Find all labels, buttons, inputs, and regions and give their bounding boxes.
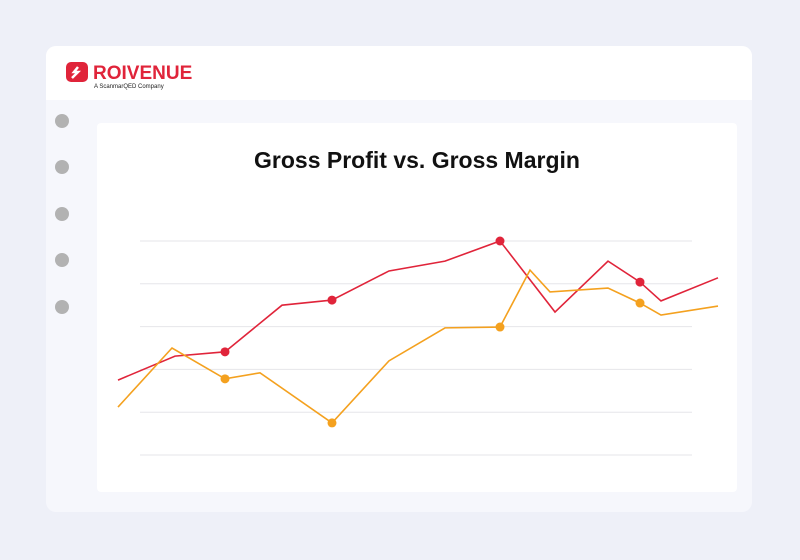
- plot: [117, 236, 719, 456]
- brand: ROIVENUE: [93, 63, 192, 84]
- nav-dot[interactable]: [55, 300, 69, 314]
- point-marker: [635, 277, 645, 287]
- sidebar: [55, 114, 69, 314]
- logo-glyph: [71, 66, 82, 79]
- nav-dot[interactable]: [55, 114, 69, 128]
- tagline: A ScanmarQED Company: [94, 84, 164, 90]
- point-marker: [495, 322, 505, 332]
- point-marker: [635, 298, 645, 308]
- point-marker: [327, 295, 337, 305]
- point-marker: [220, 347, 230, 357]
- nav-dot[interactable]: [55, 253, 69, 267]
- series-line: [117, 268, 719, 424]
- top-bar: [46, 46, 752, 100]
- nav-dot[interactable]: [55, 207, 69, 221]
- chart-card: [97, 123, 737, 492]
- nav-dot[interactable]: [55, 160, 69, 174]
- point-marker: [220, 374, 230, 384]
- chart-title: Gross Profit vs. Gross Margin: [254, 147, 580, 173]
- point-marker: [327, 418, 337, 428]
- point-marker: [495, 236, 505, 246]
